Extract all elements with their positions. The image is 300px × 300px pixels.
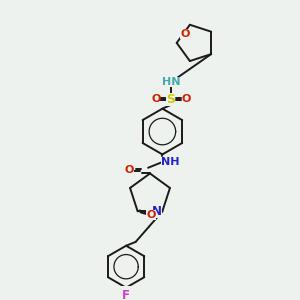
Text: O: O [151,94,160,104]
Text: F: F [122,289,130,300]
Text: O: O [181,29,190,39]
Text: HN: HN [162,77,180,87]
Text: O: O [182,94,191,104]
Text: N: N [152,205,162,218]
Text: O: O [124,165,134,175]
Text: O: O [146,210,156,220]
Text: S: S [167,93,176,106]
Text: NH: NH [161,157,179,167]
